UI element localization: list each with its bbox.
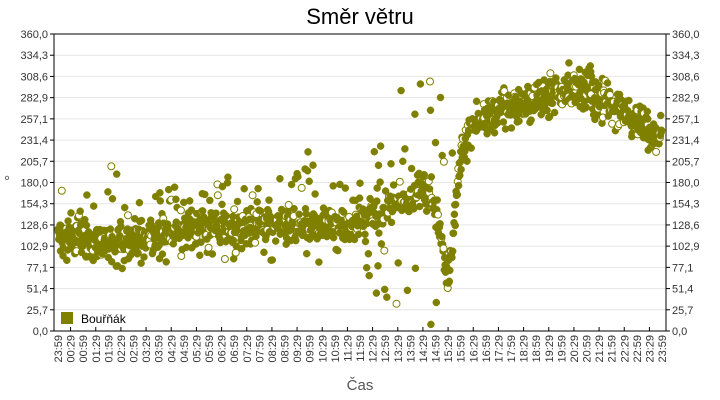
x-tick-label: 00:59 bbox=[78, 335, 90, 363]
y-tick-label: 282,9 bbox=[20, 93, 48, 105]
y-tick-label-right: 0,0 bbox=[672, 326, 687, 338]
x-tick-label: 07:29 bbox=[242, 335, 254, 363]
x-tick-label: 01:59 bbox=[103, 335, 115, 363]
x-tick-label: 02:59 bbox=[129, 335, 141, 363]
x-tick-label: 05:59 bbox=[204, 335, 216, 363]
y-tick-label: 308,6 bbox=[20, 71, 48, 83]
x-tick-label: 20:59 bbox=[582, 335, 594, 363]
x-tick-label: 13:29 bbox=[393, 335, 405, 363]
y-tick-label: 180,0 bbox=[20, 178, 48, 190]
y-tick-label: 334,3 bbox=[20, 50, 48, 62]
x-tick-label: 22:29 bbox=[619, 335, 631, 363]
x-tick-label: 23:59 bbox=[657, 335, 669, 363]
y-tick-label-right: 51,4 bbox=[672, 284, 693, 296]
x-tick-label: 16:29 bbox=[468, 335, 480, 363]
x-tick-label: 08:59 bbox=[280, 335, 292, 363]
x-tick-label: 08:29 bbox=[267, 335, 279, 363]
y-tick-label: 205,7 bbox=[20, 156, 48, 168]
x-tick-label: 10:59 bbox=[330, 335, 342, 363]
x-tick-label: 23:29 bbox=[644, 335, 656, 363]
x-tick-label: 21:59 bbox=[607, 335, 619, 363]
y-tick-label: 128,6 bbox=[20, 220, 48, 232]
x-tick-label: 03:59 bbox=[154, 335, 166, 363]
x-tick-label: 04:29 bbox=[166, 335, 178, 363]
y-tick-label-right: 334,3 bbox=[672, 50, 700, 62]
y-tick-label-right: 360,0 bbox=[672, 29, 700, 41]
x-tick-label: 23:59 bbox=[53, 335, 65, 363]
x-tick-label: 19:29 bbox=[544, 335, 556, 363]
x-tick-label: 09:29 bbox=[292, 335, 304, 363]
y-tick-label-right: 128,6 bbox=[672, 220, 700, 232]
y-tick-label-right: 102,9 bbox=[672, 241, 700, 253]
x-tick-label: 17:29 bbox=[493, 335, 505, 363]
x-tick-label: 20:29 bbox=[569, 335, 581, 363]
x-tick-label: 18:29 bbox=[519, 335, 531, 363]
x-tick-label: 19:59 bbox=[556, 335, 568, 363]
y-tick-label-right: 77,1 bbox=[672, 262, 693, 274]
x-tick-label: 11:29 bbox=[342, 335, 354, 362]
y-tick-label: 25,7 bbox=[27, 305, 48, 317]
x-axis-title: Čas bbox=[347, 377, 374, 394]
x-tick-label: 12:29 bbox=[368, 335, 380, 363]
x-tick-label: 02:29 bbox=[116, 335, 128, 363]
y-tick-label: 231,4 bbox=[20, 135, 48, 147]
legend-swatch-bourňák bbox=[61, 312, 73, 324]
data-points bbox=[54, 59, 666, 329]
x-tick-label: 21:29 bbox=[594, 335, 606, 363]
x-tick-label: 05:29 bbox=[191, 335, 203, 363]
y-tick-label: 257,1 bbox=[20, 114, 48, 126]
x-tick-label: 18:59 bbox=[531, 335, 543, 363]
x-axis-ticks: 23:59 00:29 00:59 01:29 01:59 02:29 02:59 03:29… bbox=[53, 327, 669, 363]
x-tick-label: 03:29 bbox=[141, 335, 153, 363]
x-tick-label: 04:59 bbox=[179, 335, 191, 363]
x-tick-label: 11:59 bbox=[355, 335, 367, 362]
x-tick-label: 06:29 bbox=[217, 335, 229, 363]
y-tick-label-right: 154,3 bbox=[672, 199, 700, 211]
x-tick-label: 07:59 bbox=[254, 335, 266, 363]
x-tick-label: 13:59 bbox=[405, 335, 417, 363]
x-tick-label: 22:59 bbox=[632, 335, 644, 363]
legend-label-bourňák: Bouřňák bbox=[81, 312, 127, 326]
y-tick-label-right: 231,4 bbox=[672, 135, 700, 147]
y-tick-label: 0,0 bbox=[33, 326, 48, 338]
y-tick-label: 360,0 bbox=[20, 29, 48, 41]
y-tick-label-right: 257,1 bbox=[672, 114, 700, 126]
y-tick-label-right: 180,0 bbox=[672, 178, 700, 190]
x-tick-label: 15:29 bbox=[443, 335, 455, 363]
x-tick-label: 17:59 bbox=[506, 335, 518, 363]
x-tick-label: 15:59 bbox=[456, 335, 468, 363]
y-tick-label-right: 25,7 bbox=[672, 305, 693, 317]
x-tick-label: 09:59 bbox=[305, 335, 317, 363]
x-tick-label: 01:29 bbox=[91, 335, 103, 363]
legend: Bouřňák bbox=[61, 312, 127, 326]
y-axis-title: ° bbox=[4, 173, 10, 190]
x-tick-label: 16:59 bbox=[481, 335, 493, 363]
x-tick-label: 12:59 bbox=[380, 335, 392, 363]
y-tick-label-right: 205,7 bbox=[672, 156, 700, 168]
y-tick-label: 77,1 bbox=[27, 262, 48, 274]
y-tick-label: 154,3 bbox=[20, 199, 48, 211]
chart-title: Směr větru bbox=[306, 4, 414, 29]
x-tick-label: 14:59 bbox=[431, 335, 443, 363]
y-tick-label: 102,9 bbox=[20, 241, 48, 253]
y-axis-left-ticks: 0,0 25,7 51,4 77,1 102,9 128,6 154,3 180,0 205,7… bbox=[20, 29, 54, 338]
y-axis-right-ticks: 0,0 25,7 51,4 77,1 102,9 128,6 154,3 180,0 205,7… bbox=[666, 29, 700, 338]
x-tick-label: 00:29 bbox=[66, 335, 78, 363]
x-tick-label: 06:59 bbox=[229, 335, 241, 363]
y-tick-label-right: 282,9 bbox=[672, 93, 700, 105]
y-tick-label-right: 308,6 bbox=[672, 71, 700, 83]
y-tick-label: 51,4 bbox=[27, 284, 48, 296]
x-tick-label: 10:29 bbox=[317, 335, 329, 363]
x-tick-label: 14:29 bbox=[418, 335, 430, 363]
